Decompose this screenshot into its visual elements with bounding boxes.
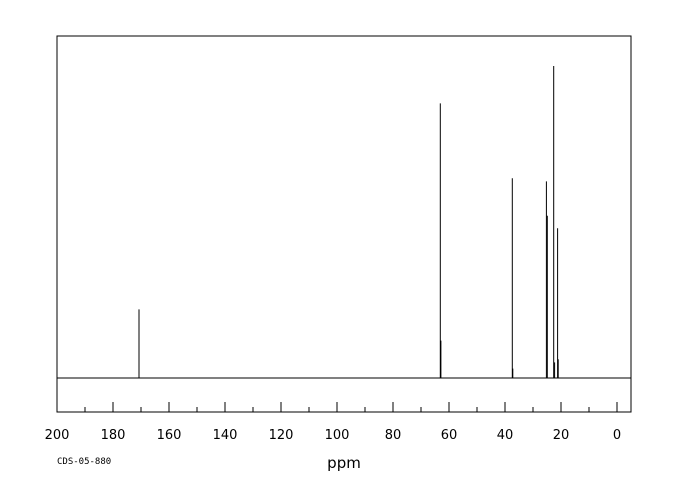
x-tick-label: 140 [213,428,238,443]
x-tick-label: 20 [553,428,570,443]
x-tick-label: 0 [613,428,621,443]
spectrum-code-label: CDS-05-880 [57,457,111,467]
plot-frame [56,35,632,413]
x-tick-label: 60 [441,428,458,443]
x-tick-label: 180 [101,428,126,443]
x-tick-label: 100 [325,428,350,443]
peak-group [138,66,559,378]
x-tick-label: 40 [497,428,514,443]
x-tick-label: 120 [269,428,294,443]
x-axis-label: ppm [327,454,361,472]
x-tick-label: 200 [45,428,70,443]
x-tick-label: 160 [157,428,182,443]
x-axis-ticks: 200 180 160 140 120 100 80 60 40 20 0 [45,402,621,443]
x-tick-label: 80 [385,428,402,443]
